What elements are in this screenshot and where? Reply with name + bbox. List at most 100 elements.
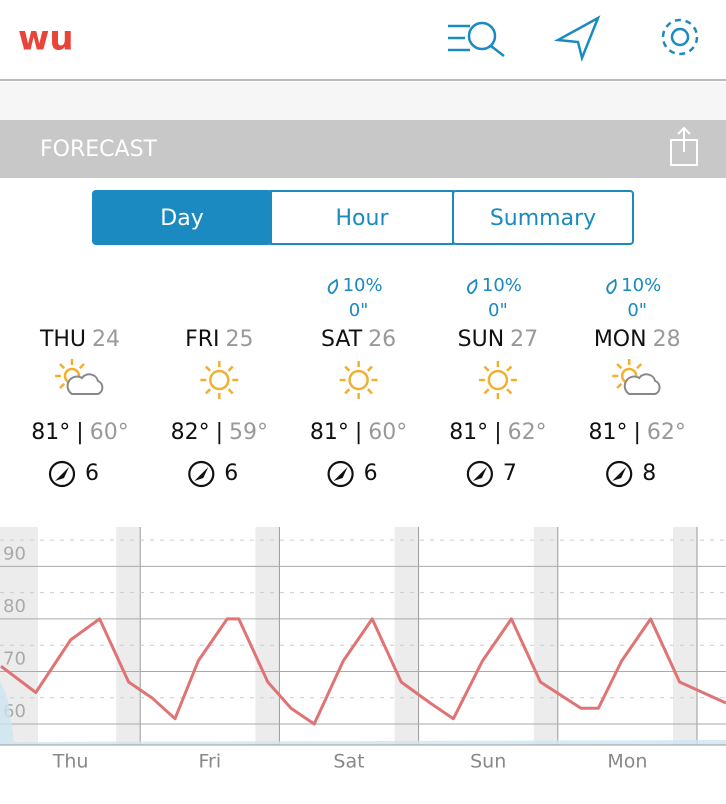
tab[interactable]: Day (92, 190, 272, 245)
wind-arrow (472, 467, 487, 481)
tab[interactable]: Hour (270, 190, 454, 245)
high-temp: 81° (31, 420, 70, 445)
wind-arrow (333, 467, 348, 481)
tab[interactable]: Summary (452, 190, 634, 245)
day-column[interactable]: FRI 25 82° | 59° 6 (171, 327, 268, 488)
precip-chance: 10% (482, 275, 522, 296)
sun-ray (59, 382, 66, 389)
day-date: 28 (653, 327, 681, 352)
x-tick-label: Fri (198, 751, 221, 773)
wind-icon (606, 460, 633, 488)
wind-icon (327, 460, 354, 488)
wind-speed: 7 (503, 461, 517, 486)
low-temp: 59° (229, 420, 268, 445)
sun-ray (506, 365, 513, 372)
day-heading: SUN 27 (458, 327, 539, 352)
sun-ray (227, 365, 234, 372)
sun-ray (78, 363, 85, 370)
sun-ray (204, 388, 211, 395)
y-tick-label: 80 (3, 596, 26, 617)
sun-ray (483, 388, 490, 395)
wind-speed: 6 (85, 461, 99, 486)
wind-icon (48, 460, 76, 488)
sun-ray (204, 365, 211, 372)
temps: 81° | 62° (449, 420, 546, 445)
day-date: 25 (226, 327, 254, 352)
wind-speed: 6 (224, 461, 238, 486)
day-date: 24 (92, 327, 120, 352)
day-heading: MON 28 (594, 327, 681, 352)
day-name: SUN (458, 327, 505, 352)
separator: | (355, 420, 362, 445)
day-column[interactable]: 10% 0" SUN 27 81° | 62° 7 (449, 275, 547, 488)
x-tick-label: Thu (52, 751, 89, 773)
day-heading: SAT 26 (321, 327, 396, 352)
sun-ray (344, 365, 351, 372)
night-band (255, 527, 280, 745)
precip-chance: 10% (621, 275, 661, 296)
day-heading: THU 24 (39, 327, 120, 352)
sun (348, 369, 369, 391)
separator: | (494, 420, 501, 445)
day-date: 27 (510, 327, 538, 352)
drop-icon (327, 278, 339, 295)
y-tick-label: 70 (3, 648, 26, 669)
cloud (623, 373, 661, 395)
sun-ray (366, 388, 373, 395)
tab-bg (270, 190, 454, 245)
wind-icon (188, 460, 215, 488)
location-button[interactable] (553, 15, 601, 63)
temps: 81° | 60° (310, 420, 407, 445)
sun-ray (636, 363, 643, 370)
precip-chance: 10% (343, 275, 383, 296)
top-bar (0, 0, 726, 80)
cloud (66, 373, 104, 395)
high-temp: 82° (171, 420, 210, 445)
wind-icon (466, 460, 493, 488)
drop-icon (606, 278, 617, 295)
wind-arrow (55, 467, 69, 481)
low-temp: 62° (647, 420, 686, 445)
wind-arrow (612, 467, 627, 481)
day-name: MON (594, 327, 647, 352)
sun-ray (616, 382, 623, 389)
search-button[interactable] (448, 21, 505, 57)
y-tick-label: 90 (3, 543, 26, 564)
low-temp: 60° (90, 420, 129, 445)
day-name: FRI (185, 327, 219, 352)
settings-button[interactable] (661, 18, 699, 56)
night-band (116, 527, 141, 745)
spacer (0, 82, 726, 120)
night-band (394, 527, 419, 745)
sun-ray (616, 363, 623, 370)
low-temp: 62° (508, 420, 547, 445)
tab-label: Summary (490, 206, 596, 231)
day-column[interactable]: 10% 0" MON 28 81° | 62° 8 (588, 275, 686, 488)
wind-speed: 6 (364, 461, 378, 486)
day-column[interactable]: 10% 0" SAT 26 81° | 60° 6 (310, 275, 407, 488)
day-column[interactable]: THU 24 81° | 60° 6 (31, 327, 129, 488)
section-title: FORECAST (40, 137, 158, 162)
x-tick-label: Sat (333, 751, 364, 773)
temps: 81° | 60° (31, 420, 128, 445)
separator: | (633, 420, 640, 445)
temps: 82° | 59° (171, 420, 268, 445)
night-band (533, 527, 558, 745)
wind-arrow (194, 467, 209, 481)
temperature-line (0, 617, 726, 726)
sun-ray (366, 365, 373, 372)
separator: | (76, 420, 83, 445)
sun-ray (227, 388, 234, 395)
logo[interactable]: wu (18, 19, 74, 59)
day-name: SAT (321, 327, 363, 352)
x-tick-label: Sun (470, 751, 506, 773)
share-button[interactable] (670, 126, 698, 166)
day-name: THU (39, 327, 86, 352)
tab-label: Hour (336, 206, 390, 231)
night-band (673, 527, 697, 745)
high-temp: 81° (310, 420, 349, 445)
sun-ray (59, 363, 66, 370)
temps: 81° | 62° (588, 420, 685, 445)
precip-amount: 0" (627, 300, 647, 321)
